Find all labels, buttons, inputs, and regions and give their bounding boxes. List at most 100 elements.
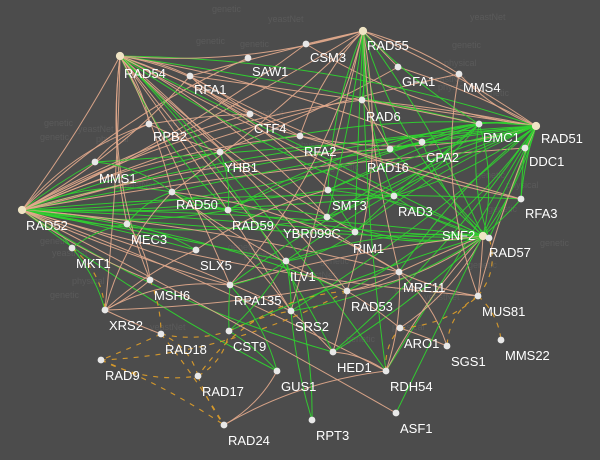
edge-genetic: [393, 123, 480, 197]
edge-genetic: [327, 123, 480, 191]
edge-genetic: [21, 209, 348, 292]
node-rad52[interactable]: [17, 205, 27, 215]
node-rad6[interactable]: [358, 96, 366, 104]
node-rad17[interactable]: [194, 372, 202, 380]
edge-genetic: [229, 125, 537, 286]
node-rad55[interactable]: [358, 26, 368, 36]
node-rdh54[interactable]: [382, 367, 390, 375]
node-asf1[interactable]: [392, 409, 400, 417]
node-snf2[interactable]: [478, 231, 488, 241]
edge-physical: [21, 147, 526, 211]
edge-physical: [398, 271, 448, 347]
node-rpb2[interactable]: [145, 120, 153, 128]
node-rad24[interactable]: [220, 421, 228, 429]
edge-physical: [21, 57, 249, 211]
edge-physical: [119, 55, 356, 233]
node-rfa2[interactable]: [296, 132, 304, 140]
node-rad9[interactable]: [97, 356, 105, 364]
node-rad50[interactable]: [168, 188, 176, 196]
node-msh6[interactable]: [146, 276, 154, 284]
node-mus81[interactable]: [474, 292, 482, 300]
edge-genetic: [327, 30, 364, 191]
edge-genetic: [21, 195, 395, 212]
node-aro1[interactable]: [396, 324, 404, 332]
node-slx5[interactable]: [192, 246, 200, 254]
node-mkt1[interactable]: [68, 244, 76, 252]
node-mms4[interactable]: [455, 70, 463, 78]
node-mms1[interactable]: [91, 158, 99, 166]
node-rfa3[interactable]: [517, 195, 525, 203]
edge-yeastnet: [100, 290, 348, 361]
edge-genetic: [126, 191, 173, 225]
node-rpt3[interactable]: [308, 416, 316, 424]
node-mec3[interactable]: [123, 220, 131, 228]
edge-genetic: [21, 151, 221, 211]
node-layer[interactable]: [17, 26, 541, 429]
edge-genetic: [227, 123, 480, 211]
node-srs2[interactable]: [287, 307, 295, 315]
node-rad59[interactable]: [224, 206, 232, 214]
edge-yeastnet: [160, 333, 225, 426]
node-ybr099c[interactable]: [323, 213, 331, 221]
edge-genetic: [389, 148, 484, 237]
edge-physical: [362, 30, 400, 273]
node-mms22[interactable]: [497, 336, 505, 344]
node-hed1[interactable]: [329, 348, 337, 356]
edge-yeastnet: [477, 237, 493, 297]
edge-physical: [119, 55, 287, 262]
edge-yeastnet: [197, 290, 348, 377]
node-rad57[interactable]: [485, 234, 493, 242]
node-yhb1[interactable]: [216, 148, 224, 156]
edge-physical: [119, 55, 348, 292]
node-mre11[interactable]: [395, 268, 403, 276]
node-saw1[interactable]: [244, 54, 252, 62]
edge-physical: [148, 113, 251, 125]
node-rad54[interactable]: [115, 51, 125, 61]
node-ctf4[interactable]: [246, 110, 254, 118]
node-rad18[interactable]: [157, 330, 165, 338]
edge-genetic: [395, 125, 537, 414]
edge-genetic: [475, 123, 490, 239]
node-cst9[interactable]: [225, 327, 233, 335]
node-dmc1[interactable]: [475, 120, 483, 128]
node-cpa2[interactable]: [418, 138, 426, 146]
node-rfa1[interactable]: [186, 72, 194, 80]
node-rad51[interactable]: [531, 121, 541, 131]
edge-physical: [119, 55, 329, 191]
edge-genetic: [119, 55, 537, 127]
node-rpa135[interactable]: [226, 281, 234, 289]
node-xrs2[interactable]: [101, 306, 109, 314]
node-rad3[interactable]: [390, 192, 398, 200]
edge-genetic: [327, 188, 395, 197]
edge-genetic: [290, 310, 313, 421]
edge-genetic: [326, 30, 364, 218]
edge-yeastnet: [160, 330, 230, 338]
node-rad53[interactable]: [343, 287, 351, 295]
edge-physical: [171, 191, 400, 273]
node-gus1[interactable]: [273, 367, 281, 375]
node-smt3[interactable]: [324, 186, 332, 194]
node-ddc1[interactable]: [521, 144, 529, 152]
node-sgs1[interactable]: [443, 342, 451, 350]
edge-genetic: [285, 260, 313, 421]
node-csm3[interactable]: [302, 40, 310, 48]
edge-yeastnet: [100, 359, 199, 379]
edge-genetic: [229, 260, 287, 286]
edge-physical: [397, 66, 537, 127]
edge-genetic: [228, 330, 278, 372]
edge-physical: [362, 30, 399, 68]
node-rad16[interactable]: [386, 145, 394, 153]
edge-genetic: [94, 161, 173, 193]
edge-physical: [21, 123, 150, 211]
node-gfa1[interactable]: [394, 63, 402, 71]
edge-genetic: [219, 121, 537, 153]
node-rim1[interactable]: [351, 228, 359, 236]
edge-genetic: [171, 191, 229, 211]
edge-physical: [346, 235, 484, 292]
node-ilv1[interactable]: [282, 257, 290, 265]
edge-physical: [332, 351, 387, 372]
edge-physical: [171, 30, 364, 193]
edge-genetic: [285, 231, 356, 262]
